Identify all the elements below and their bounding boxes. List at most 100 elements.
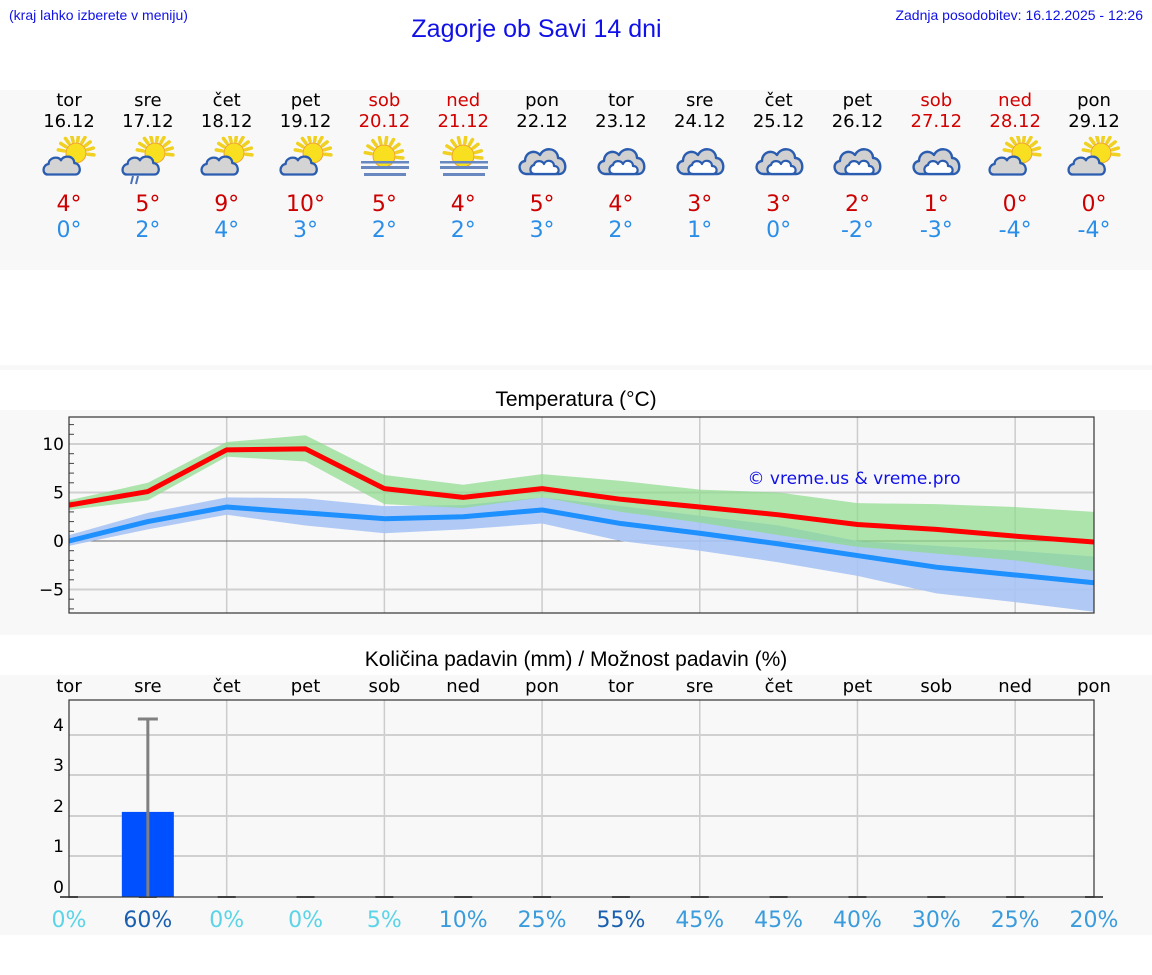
day-name: tor — [608, 90, 634, 111]
precip-day-label: pon — [525, 676, 559, 697]
day-name: čet — [212, 90, 241, 111]
day-column: ned 28.12 0° -4° — [976, 90, 1055, 244]
partly-cloudy-sun-icon — [277, 133, 335, 186]
temp-min: -2° — [840, 218, 874, 243]
day-name: pon — [1077, 90, 1111, 111]
day-name: tor — [56, 90, 82, 111]
cloudy-icon — [907, 136, 965, 186]
day-name: ned — [446, 90, 481, 111]
precip-probability: 40% — [833, 908, 882, 933]
precip-probability: 0% — [288, 908, 323, 933]
location-menu-hint[interactable]: (kraj lahko izberete v meniju) — [9, 7, 188, 23]
svg-text:4: 4 — [53, 716, 64, 736]
day-name: pet — [290, 90, 321, 111]
temperature-chart: −5 0 5 10 © vreme.us & vreme.pro — [39, 416, 1095, 614]
precip-day-label: sob — [920, 676, 952, 697]
precip-day-label: pet — [291, 676, 321, 697]
svg-text:−5: −5 — [39, 581, 64, 601]
day-date: 17.12 — [122, 111, 174, 132]
svg-text:1: 1 — [53, 837, 64, 857]
day-name: sre — [134, 90, 162, 111]
partly-cloudy-sun-icon — [1065, 133, 1123, 186]
precip-day-label: pet — [843, 676, 873, 697]
day-name: pon — [525, 90, 559, 111]
cloudy-icon — [513, 136, 571, 186]
precip-day-label: tor — [56, 676, 82, 697]
day-date: 23.12 — [595, 111, 647, 132]
temp-min: 4° — [214, 218, 240, 243]
cloudy-icon — [592, 136, 650, 186]
day-date: 19.12 — [279, 111, 332, 132]
temp-max: 1° — [923, 192, 949, 217]
day-date: 25.12 — [752, 111, 805, 132]
svg-text:3: 3 — [53, 756, 64, 776]
precip-day-label: čet — [213, 676, 241, 697]
svg-text:10: 10 — [42, 435, 64, 455]
partly-cloudy-sun-rain-icon — [119, 133, 177, 186]
day-name: čet — [764, 90, 793, 111]
precip-probability: 25% — [518, 908, 567, 933]
precip-day-label: sre — [686, 676, 713, 697]
temp-min: 2° — [608, 218, 634, 243]
temp-max: 5° — [529, 192, 555, 217]
temp-min: -3° — [919, 218, 953, 243]
day-date: 28.12 — [989, 111, 1041, 132]
day-column: sob 20.12 5° 2° — [345, 90, 424, 244]
cloudy-icon — [671, 136, 729, 186]
temp-max: 2° — [844, 192, 870, 217]
precip-probability: 0% — [52, 908, 87, 933]
partly-cloudy-sun-icon — [986, 133, 1044, 186]
divider — [0, 365, 1152, 370]
temp-max: 4° — [608, 192, 634, 217]
temp-min: 1° — [687, 218, 713, 243]
day-name: ned — [998, 90, 1033, 111]
svg-text:5: 5 — [53, 484, 64, 504]
temp-max: 0° — [1081, 192, 1107, 217]
day-date: 22.12 — [516, 111, 568, 132]
day-name: sre — [686, 90, 714, 111]
day-name: sob — [368, 90, 401, 111]
temp-max: 9° — [214, 192, 240, 217]
precip-day-label: sre — [134, 676, 161, 697]
temp-max: 3° — [687, 192, 713, 217]
page-title: Zagorje ob Savi 14 dni — [411, 15, 662, 43]
day-date: 29.12 — [1068, 111, 1120, 132]
precip-day-label: pon — [1077, 676, 1111, 697]
day-column: sre 17.12 5° 2° — [108, 90, 187, 244]
daily-forecast-row: tor 16.12 4° 0° sre 17.12 5° 2° čet 18.12 9° 4° p… — [0, 90, 1152, 270]
precip-probability: 5% — [367, 908, 402, 933]
day-column: pon 22.12 5° 3° — [503, 90, 582, 244]
day-name: pet — [842, 90, 873, 111]
temp-min: 2° — [450, 218, 476, 243]
day-column: sre 24.12 3° 1° — [660, 90, 739, 244]
day-column: tor 23.12 4° 2° — [581, 90, 660, 244]
precip-probability: 20% — [1070, 908, 1119, 933]
temp-min: 3° — [529, 218, 555, 243]
day-date: 24.12 — [674, 111, 726, 132]
precip-probability: 30% — [912, 908, 961, 933]
day-column: pet 26.12 2° -2° — [818, 90, 897, 244]
day-date: 27.12 — [910, 111, 963, 132]
temperature-chart-title: Temperatura (°C) — [495, 388, 657, 411]
day-column: pon 29.12 0° -4° — [1055, 90, 1134, 244]
day-column: čet 25.12 3° 0° — [739, 90, 818, 244]
last-update: Zadnja posodobitev: 16.12.2025 - 12:26 — [895, 7, 1143, 23]
sun-fog-icon — [434, 135, 492, 186]
svg-text:0: 0 — [53, 878, 64, 898]
temp-max: 3° — [766, 192, 792, 217]
temp-min: 2° — [371, 218, 397, 243]
temp-max: 5° — [371, 192, 397, 217]
sun-fog-icon — [355, 135, 413, 186]
day-date: 26.12 — [831, 111, 884, 132]
cloudy-icon — [750, 136, 808, 186]
precip-day-label: tor — [608, 676, 634, 697]
precip-probability: 45% — [754, 908, 803, 933]
daily-forecast-panel — [0, 90, 1152, 270]
svg-text:0: 0 — [53, 532, 64, 552]
precipitation-chart-title: Količina padavin (mm) / Možnost padavin … — [364, 648, 788, 671]
day-column: sob 27.12 1° -3° — [897, 90, 976, 244]
day-column: pet 19.12 10° 3° — [266, 90, 345, 244]
copyright-watermark: © vreme.us & vreme.pro — [747, 469, 960, 489]
precip-probability: 60% — [123, 908, 172, 933]
temp-max: 5° — [135, 192, 161, 217]
